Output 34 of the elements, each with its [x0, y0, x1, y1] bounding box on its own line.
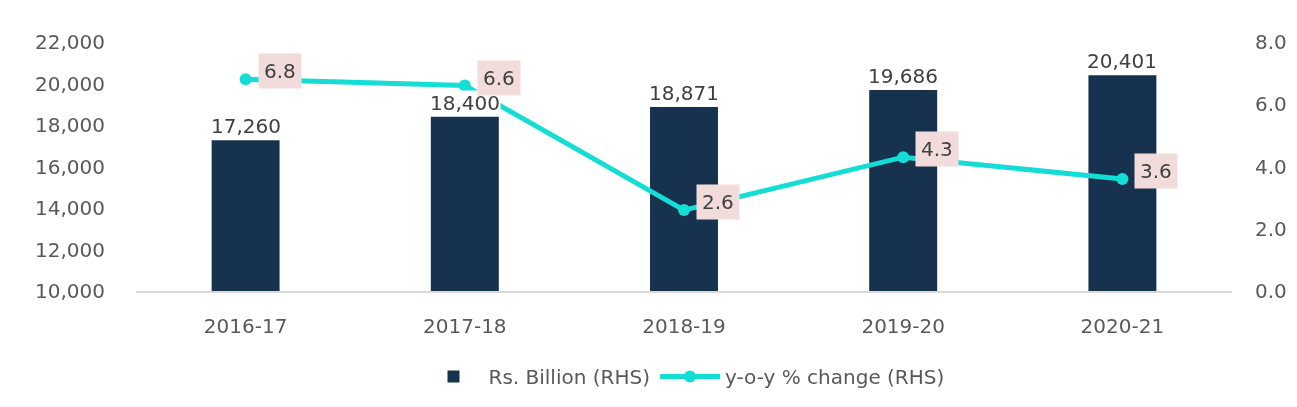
x-tick-label: 2020-21: [1080, 314, 1165, 338]
data-label: 2.6: [702, 190, 734, 214]
y-tick-label: 12,000: [35, 237, 105, 262]
x-tick-label: 2019-20: [861, 314, 945, 338]
y-tick-label: 14,000: [35, 196, 105, 220]
point: [458, 79, 471, 92]
data-label: 18,871: [649, 81, 719, 105]
point: [239, 73, 252, 86]
data-label: 17,260: [211, 114, 281, 138]
data-label: 18,400: [430, 91, 500, 115]
y-tick-label: 16,000: [35, 154, 105, 179]
y2-tick-label: 4.0: [1255, 154, 1287, 179]
x-tick-label: 2016-17: [203, 314, 288, 338]
x-tick-label: 2017-18: [423, 314, 507, 338]
y-tick-label: 10,000: [35, 279, 105, 303]
y-tick-label: 18,000: [35, 113, 105, 137]
point: [897, 151, 910, 164]
x-tick-label: 2018-19: [642, 314, 726, 338]
data-label: 6.6: [483, 66, 515, 90]
y2-tick-label: 0.0: [1255, 279, 1287, 303]
point: [678, 204, 690, 217]
y2-tick-label: 8.0: [1255, 30, 1287, 54]
y2-tick-label: 6.0: [1255, 92, 1287, 117]
legend-label: y-o-y % change (RHS): [724, 365, 945, 390]
legend-label: Rs. Billion (RHS): [488, 365, 650, 390]
data-label: 6.8: [264, 59, 296, 83]
data-label: 4.3: [921, 137, 953, 161]
data-label: 20,401: [1087, 49, 1157, 73]
y-tick-label: 20,000: [35, 71, 105, 96]
y2-tick-label: 2.0: [1255, 216, 1287, 241]
data-label: 3.6: [1140, 159, 1172, 183]
point: [1116, 172, 1129, 185]
data-label: 19,686: [868, 64, 938, 88]
y-tick-label: 22,000: [35, 30, 105, 54]
